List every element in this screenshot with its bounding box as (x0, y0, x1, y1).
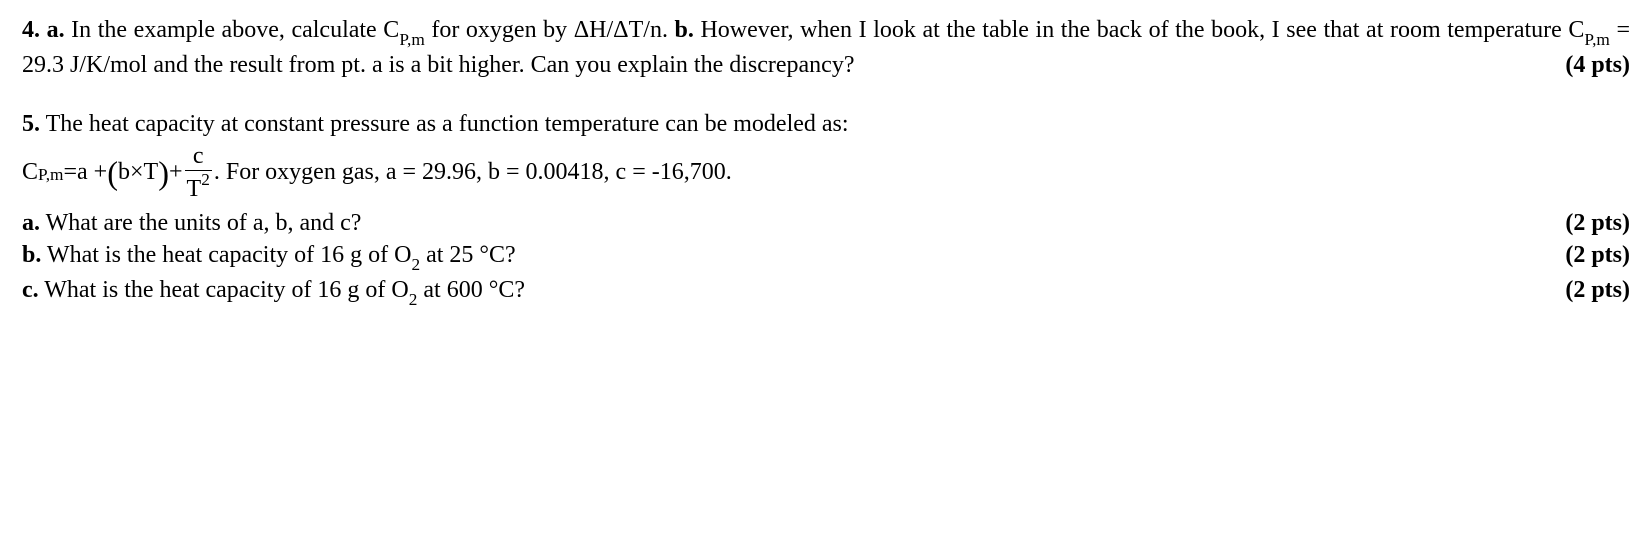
q5-formula: CP,m = a +(b×T)+ c T2 . For oxygen gas, … (22, 144, 1630, 201)
q5-part-b-label: b. (22, 242, 41, 268)
q5-part-b-body1: What is the heat capacity of 16 g of O (41, 242, 411, 268)
q5-intro-text: The heat capacity at constant pressure a… (40, 111, 849, 137)
q5-formula-rparen: ) (158, 160, 169, 189)
q5-part-b-sub: 2 (411, 255, 420, 274)
q5-part-c-body2: at 600 °C? (417, 277, 525, 303)
q5-formula-bT: b×T (118, 156, 158, 188)
q5-formula-lparen: ( (107, 160, 118, 189)
q5-part-a-pts: (2 pts) (1565, 207, 1630, 239)
q5-part-c-sub: 2 (409, 290, 418, 309)
q5-formula-a: a + (77, 156, 107, 188)
q4-text-a2: for oxygen by ΔH/ΔT/n. (425, 17, 675, 43)
q4-part-b-label: b. (675, 17, 694, 43)
q5-formula-lhs-sub: P,m (38, 163, 63, 186)
q5-part-a-label: a. (22, 210, 40, 236)
q5-formula-den-T: T (187, 176, 202, 202)
q5-formula-frac-num: c (191, 144, 206, 170)
q5-number: 5. (22, 111, 40, 137)
q5-part-c-pts: (2 pts) (1565, 274, 1630, 306)
q4-sub2: P,m (1584, 30, 1609, 49)
q5-formula-den-sup: 2 (201, 170, 210, 189)
q5-part-c-text: c. What is the heat capacity of 16 g of … (22, 274, 1565, 309)
q5-part-c: c. What is the heat capacity of 16 g of … (22, 274, 1630, 309)
q5-part-c-label: c. (22, 277, 39, 303)
q5-intro: 5. The heat capacity at constant pressur… (22, 108, 1630, 140)
q5-part-c-body1: What is the heat capacity of 16 g of O (39, 277, 409, 303)
q5-part-b-body2: at 25 °C? (420, 242, 516, 268)
q5-part-b-text: b. What is the heat capacity of 16 g of … (22, 239, 1565, 274)
q5-part-a: a. What are the units of a, b, and c? (2… (22, 207, 1630, 239)
q5-part-a-text: a. What are the units of a, b, and c? (22, 207, 1565, 239)
q4-number: 4. (22, 17, 40, 43)
q5-formula-after: . For oxygen gas, a = 29.96, b = 0.00418… (214, 156, 732, 188)
q5-part-b: b. What is the heat capacity of 16 g of … (22, 239, 1630, 274)
q4-text-b1: However, when I look at the table in the… (694, 17, 1585, 43)
q4-points: (4 pts) (1565, 49, 1630, 81)
q5-formula-lhs-C: C (22, 156, 38, 188)
q5-part-b-pts: (2 pts) (1565, 239, 1630, 271)
q5-formula-fraction: c T2 (185, 144, 212, 201)
question-5: 5. The heat capacity at constant pressur… (22, 108, 1630, 310)
q4-text-a1: In the example above, calculate C (65, 17, 400, 43)
question-4: 4. a. In the example above, calculate CP… (22, 14, 1630, 82)
q5-formula-plus: + (169, 156, 183, 188)
q4-sub1: P,m (399, 30, 424, 49)
q5-formula-frac-den: T2 (185, 170, 212, 201)
q4-part-a-label: a. (47, 17, 65, 43)
q5-formula-eq: = (63, 156, 77, 188)
q5-part-a-body: What are the units of a, b, and c? (40, 210, 361, 236)
